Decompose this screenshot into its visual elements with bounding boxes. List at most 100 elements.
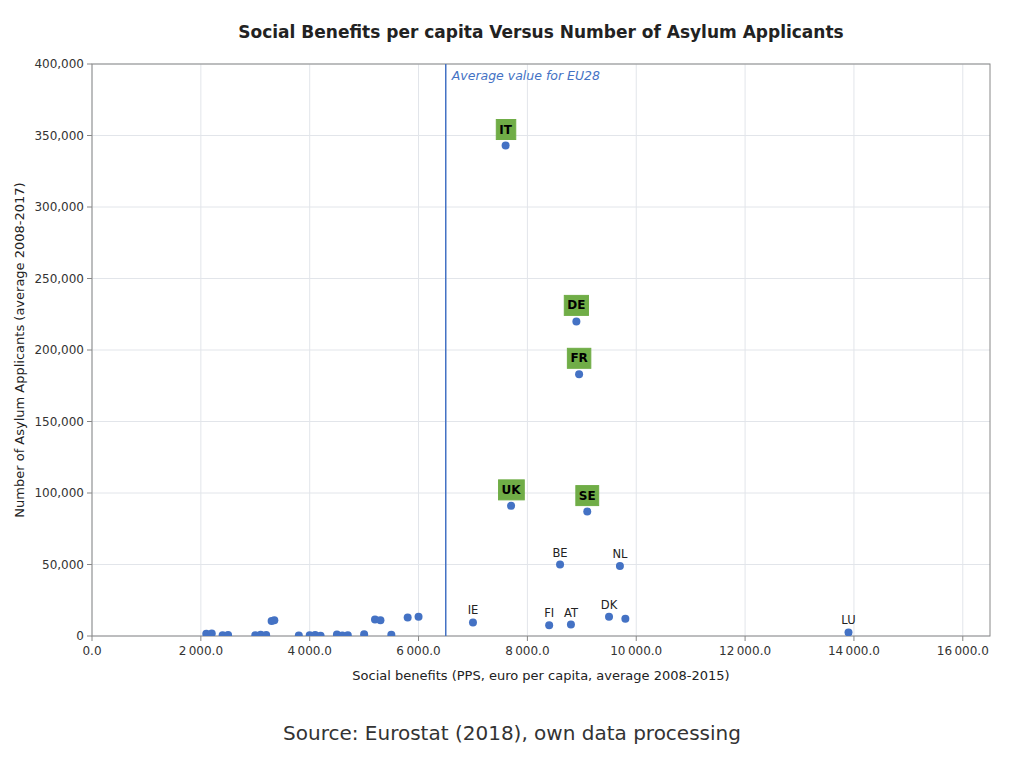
point <box>360 630 368 636</box>
y-tick <box>87 564 92 565</box>
x-tick-label: 16 000.0 <box>937 644 989 658</box>
label-box <box>576 486 599 506</box>
x-tick <box>636 636 637 641</box>
y-tick-label: 300,000 <box>34 200 84 214</box>
boxed-label: DE <box>564 295 588 315</box>
point <box>469 618 477 626</box>
point <box>575 370 583 378</box>
point <box>621 615 629 623</box>
y-tick <box>87 278 92 279</box>
x-tick-label: 6 000.0 <box>396 644 440 658</box>
point <box>572 317 580 325</box>
data-layer <box>202 64 852 636</box>
y-tick-label: 250,000 <box>34 272 84 286</box>
y-tick-label: 0 <box>76 629 84 643</box>
boxed-label: FR <box>567 348 590 368</box>
y-tick-label: 100,000 <box>34 486 84 500</box>
x-tick-label: 8 000.0 <box>505 644 549 658</box>
point-label: DK <box>601 598 618 612</box>
x-tick-label: 2 000.0 <box>179 644 223 658</box>
point-label: NL <box>612 547 628 561</box>
point <box>556 561 564 569</box>
x-axis-label: Social benefits (PPS, euro per capita, a… <box>352 668 729 683</box>
average-label: Average value for EU28 <box>451 68 600 83</box>
x-tick <box>745 636 746 641</box>
grid-line-y <box>92 564 990 565</box>
x-tick-label: 10 000.0 <box>610 644 662 658</box>
x-tick <box>527 636 528 641</box>
y-axis-label: Number of Asylum Applicants (average 200… <box>12 182 27 517</box>
point <box>270 616 278 624</box>
point-label: AT <box>564 606 579 620</box>
x-tick-label: 14 000.0 <box>828 644 880 658</box>
point <box>344 631 352 636</box>
x-tick <box>418 636 419 641</box>
grid-line-y <box>92 278 990 279</box>
point <box>224 631 232 636</box>
chart: 0.0 2 000.0 4 000.0 6 000.0 8 000.0 10 000.0 1… <box>0 0 1024 768</box>
point <box>605 613 613 621</box>
grid-line-y <box>92 135 990 136</box>
point <box>507 502 515 510</box>
plot-area <box>92 64 990 636</box>
point <box>616 562 624 570</box>
x-tick <box>200 636 201 641</box>
annotations: IEITUKFIBEATDEFRSEDKNLLU <box>468 120 856 628</box>
point <box>404 613 412 621</box>
x-tick-label: 4 000.0 <box>288 644 332 658</box>
label-box <box>496 120 515 140</box>
point <box>295 632 303 636</box>
point-label: IT <box>499 123 512 137</box>
point-label: BE <box>552 546 567 560</box>
point-label: UK <box>502 483 522 497</box>
y-tick <box>87 350 92 351</box>
y-tick-label: 150,000 <box>34 415 84 429</box>
y-tick-label: 50,000 <box>42 558 84 572</box>
point <box>567 621 575 629</box>
grid-line-y <box>92 350 990 351</box>
source-note: Source: Eurostat (2018), own data proces… <box>283 721 741 745</box>
x-tick-label: 0.0 <box>82 644 101 658</box>
point <box>387 631 395 636</box>
point <box>376 616 384 624</box>
x-tick <box>92 636 93 641</box>
point <box>502 142 510 150</box>
plot-frame <box>92 64 990 636</box>
y-tick <box>87 207 92 208</box>
boxed-label: UK <box>499 480 525 500</box>
point <box>208 629 216 636</box>
point-label: LU <box>841 613 855 627</box>
point-label: DE <box>567 298 585 312</box>
y-tick-label: 400,000 <box>34 57 84 71</box>
y-tick-label: 350,000 <box>34 129 84 143</box>
average-line <box>445 64 447 636</box>
y-tick <box>87 636 92 637</box>
x-tick <box>309 636 310 641</box>
y-tick <box>87 135 92 136</box>
point <box>583 508 591 516</box>
grid-line-y <box>92 207 990 208</box>
label-box <box>567 348 590 368</box>
boxed-label: IT <box>496 120 515 140</box>
point-label: FI <box>544 606 554 620</box>
point <box>262 631 270 636</box>
label-box <box>499 480 525 500</box>
y-tick <box>87 493 92 494</box>
point <box>545 621 553 629</box>
title: Social Benefits per capita Versus Number… <box>238 22 843 42</box>
point <box>317 632 325 636</box>
y-tick-label: 200,000 <box>34 343 84 357</box>
axes: 0.0 2 000.0 4 000.0 6 000.0 8 000.0 10 000.0 1… <box>34 57 988 658</box>
y-tick <box>87 421 92 422</box>
point-label: SE <box>579 489 596 503</box>
y-tick <box>87 64 92 65</box>
x-tick <box>962 636 963 641</box>
point <box>844 628 852 636</box>
label-box <box>564 295 588 315</box>
point <box>415 613 423 621</box>
point-label: FR <box>570 351 587 365</box>
grid-line-y <box>92 493 990 494</box>
boxed-label: SE <box>576 486 599 506</box>
x-tick-label: 12 000.0 <box>719 644 771 658</box>
grid <box>92 64 990 636</box>
